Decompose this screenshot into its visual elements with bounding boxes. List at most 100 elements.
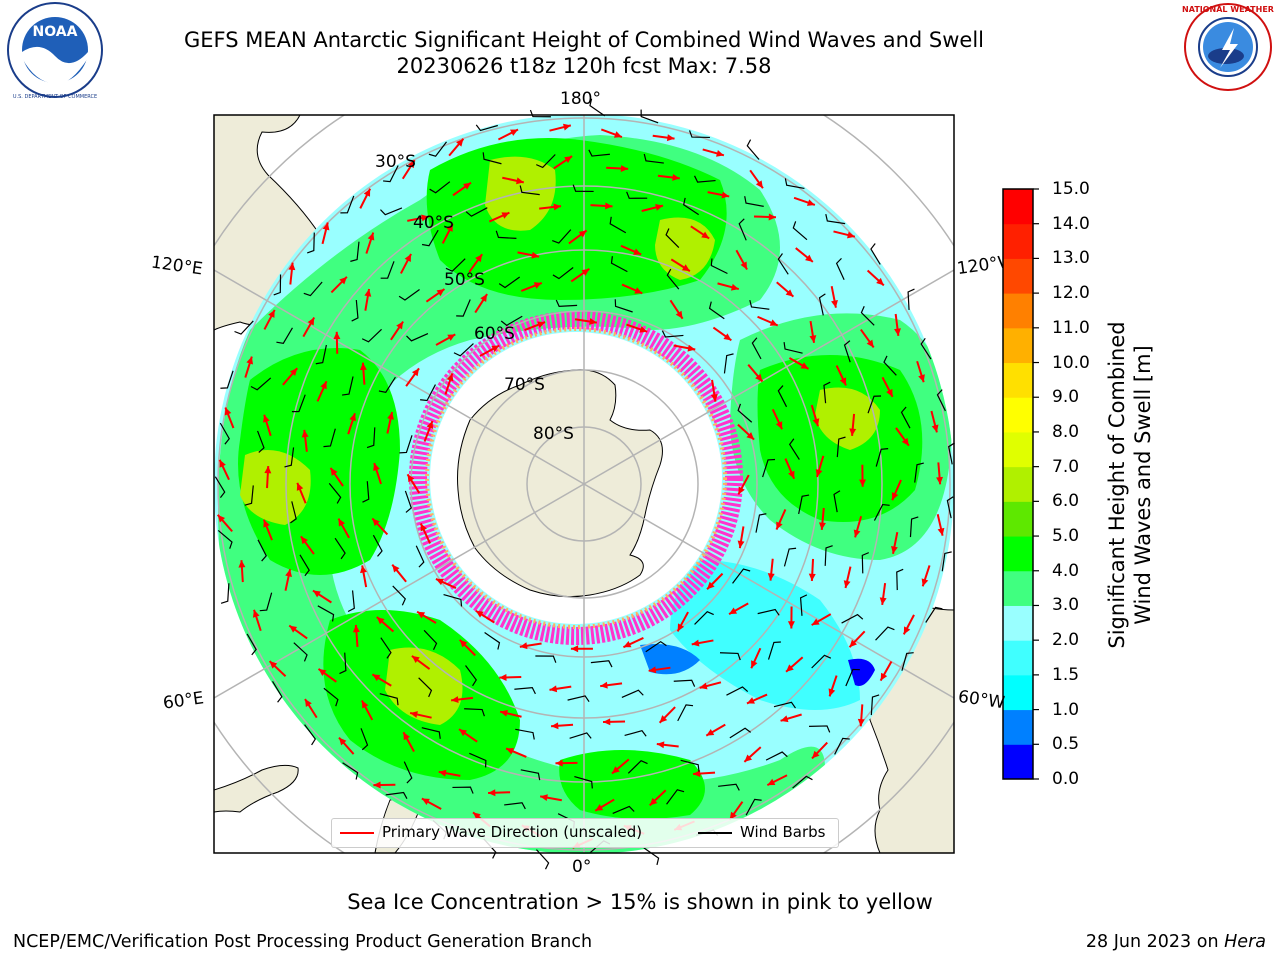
- wind-barb: [843, 340, 851, 363]
- wind-barb: [841, 613, 864, 624]
- colorbar-tick-label: 14.0: [1052, 213, 1090, 234]
- wave-arrow-head: [473, 812, 481, 820]
- wave-arrow-head: [879, 597, 887, 605]
- wind-barb: [399, 435, 413, 454]
- wind-barb: [515, 728, 535, 740]
- wind-barb: [873, 503, 890, 521]
- wave-arrow-head: [364, 289, 372, 297]
- wave-arrow-head: [769, 319, 778, 326]
- wind-barb: [366, 427, 376, 449]
- wave-arrow-head: [549, 685, 558, 693]
- colorbar-segment: [1003, 258, 1033, 294]
- wave-arrow-head: [519, 642, 528, 650]
- wave-arrow-head: [785, 289, 794, 297]
- sea-ice-note: Sea Ice Concentration > 15% is shown in …: [347, 890, 933, 914]
- wind-barb: [429, 181, 451, 194]
- wave-arrow-head: [831, 299, 838, 308]
- wave-arrow-head: [780, 715, 789, 723]
- wave-arrow-head: [687, 344, 696, 352]
- colorbar-segment: [1003, 501, 1033, 537]
- colorbar-label-line2: Wind Waves and Swell [m]: [1131, 345, 1155, 625]
- svg-text:NATIONAL WEATHER: NATIONAL WEATHER: [1182, 5, 1274, 14]
- colorbar-segment: [1003, 640, 1033, 676]
- wave-arrow-head: [843, 580, 851, 589]
- wave-arrow-head: [656, 741, 665, 749]
- wave-arrow-head: [376, 617, 385, 625]
- wave-arrow-head: [372, 518, 380, 527]
- wind-barb: [350, 241, 360, 262]
- wave-arrow-head: [623, 640, 632, 648]
- wind-barb: [380, 207, 403, 216]
- wave-arrow-head: [500, 709, 508, 717]
- wave-arrow-head: [666, 134, 675, 142]
- wind-barb: [777, 253, 789, 275]
- wind-barb: [920, 337, 932, 360]
- wave-arrow-head: [420, 523, 427, 532]
- wind-barb: [421, 727, 441, 739]
- wind-barb: [214, 476, 226, 499]
- wind-barb: [875, 626, 895, 641]
- wind-barb: [673, 679, 696, 687]
- wave-arrow-head: [510, 129, 519, 136]
- wave-arrow-head: [459, 639, 468, 648]
- wind-barb: [823, 381, 831, 404]
- wind-barb: [824, 545, 833, 566]
- wind-barb: [948, 442, 955, 465]
- wave-arrow-head: [435, 578, 444, 586]
- colorbar-segment: [1003, 744, 1033, 780]
- wind-barb: [456, 299, 471, 317]
- colorbar-tick-label: 2.0: [1052, 630, 1080, 651]
- wave-arrow-head: [338, 737, 347, 746]
- wind-barb: [792, 775, 813, 789]
- wind-barb: [536, 154, 556, 169]
- wind-barb: [290, 501, 297, 524]
- wave-arrow-head: [876, 277, 884, 286]
- wave-arrow-head: [553, 203, 562, 211]
- wind-barb: [257, 539, 267, 562]
- wind-barb: [219, 422, 230, 445]
- footer-host: Hera: [1224, 932, 1266, 952]
- wave-arrow-head: [361, 700, 369, 709]
- wave-arrow-head: [387, 412, 394, 420]
- wave-arrow-head: [516, 177, 524, 185]
- wind-barb: [861, 552, 869, 574]
- wave-arrow-head: [373, 463, 380, 471]
- wave-arrow-head: [506, 748, 515, 755]
- footer-branch: NCEP/EMC/Verification Post Processing Pr…: [13, 932, 593, 952]
- wave-arrow-head: [649, 797, 658, 806]
- wave-arrow-head: [501, 212, 510, 219]
- wave-arrow-head: [411, 655, 420, 664]
- wave-arrow-head: [633, 248, 642, 255]
- wave-arrow-head: [285, 569, 293, 577]
- wind-barb: [465, 207, 488, 217]
- wind-barb: [666, 268, 680, 290]
- wind-barb: [445, 258, 466, 272]
- wind-barb: [825, 213, 846, 225]
- wind-barb: [661, 330, 684, 338]
- wind-barb: [719, 652, 741, 661]
- wave-arrow-head: [828, 688, 836, 697]
- wave-arrow-head: [808, 573, 816, 581]
- wave-arrow-head: [767, 778, 776, 786]
- wind-barb: [883, 355, 897, 376]
- wind-barb: [567, 695, 590, 703]
- wave-arrow-head: [931, 424, 939, 433]
- colorbar-tick-label: 3.0: [1052, 595, 1080, 616]
- lat-label-50s: 50°S: [444, 270, 485, 290]
- wind-barb: [755, 513, 767, 533]
- wave-arrow-head: [407, 160, 415, 169]
- wind-barb: [307, 232, 315, 254]
- wind-barb: [845, 668, 860, 687]
- wind-barb: [621, 689, 644, 698]
- wind-barb: [834, 737, 850, 755]
- wind-barb: [328, 483, 342, 504]
- wind-barb: [614, 299, 633, 313]
- svg-text:NOAA: NOAA: [33, 24, 78, 40]
- wave-arrow-head: [611, 766, 620, 774]
- wave-arrow-head: [815, 469, 823, 477]
- wave-arrow-head: [786, 664, 794, 672]
- wave-arrow-head: [595, 804, 604, 811]
- colorbar-tick-label: 1.5: [1052, 664, 1080, 685]
- wave-arrow-head: [891, 546, 898, 554]
- wave-arrow-head: [480, 294, 488, 302]
